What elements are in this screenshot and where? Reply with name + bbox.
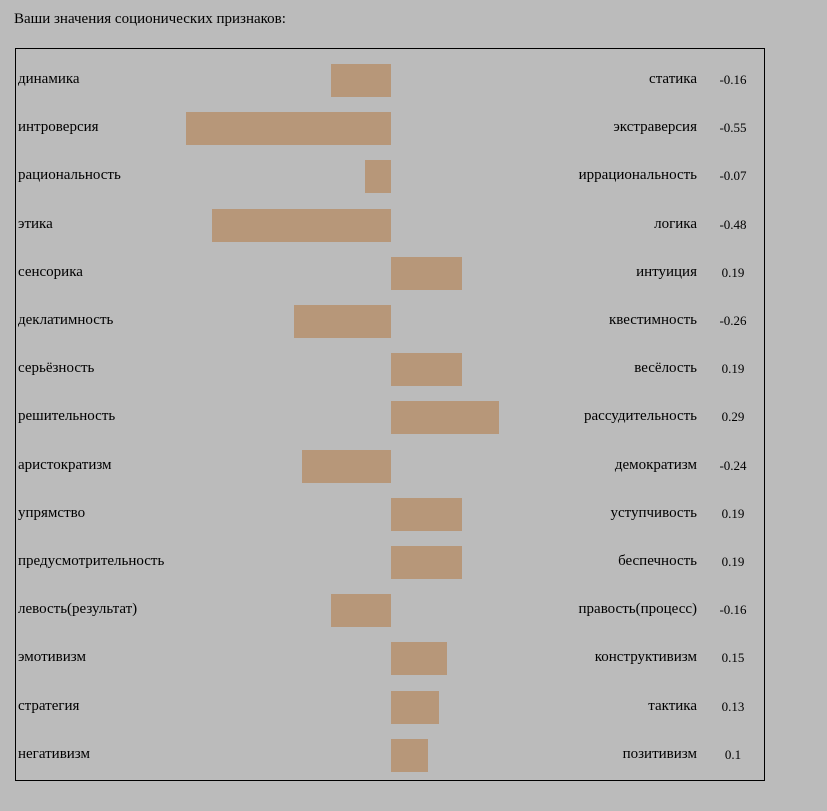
trait-left-label: этика <box>18 215 53 232</box>
trait-left-label: сенсорика <box>18 263 83 280</box>
trait-row: решительность рассудительность 0.29 <box>16 401 764 435</box>
trait-left-label: рациональность <box>18 167 121 184</box>
trait-bar <box>391 353 462 387</box>
trait-row: динамика статика -0.16 <box>16 64 764 98</box>
trait-bar <box>331 594 391 628</box>
trait-right-label: беспечность <box>618 553 697 569</box>
trait-bar <box>391 546 462 579</box>
trait-bar <box>391 738 429 772</box>
trait-row: этика логика -0.48 <box>16 208 764 243</box>
trait-bar <box>301 449 391 483</box>
trait-bar <box>331 64 391 97</box>
trait-bar <box>391 690 440 724</box>
trait-bar <box>391 642 447 676</box>
trait-row: деклатимность квестимность -0.26 <box>16 305 764 339</box>
trait-left-label: негативизм <box>18 745 91 762</box>
trait-value: 0.29 <box>721 409 745 425</box>
trait-value: 0.19 <box>721 264 745 280</box>
trait-right-label: рассудительность <box>584 408 697 425</box>
trait-left-label: решительность <box>18 408 116 425</box>
trait-left-label: предусмотрительность <box>18 553 165 569</box>
trait-right-label: статика <box>649 71 697 87</box>
trait-bar <box>364 160 391 194</box>
trait-right-label: конструктивизм <box>594 649 697 666</box>
trait-value: -0.16 <box>719 602 747 618</box>
trait-right-label: тактика <box>648 697 697 714</box>
trait-left-label: аристократизм <box>18 456 112 473</box>
trait-row: сенсорика интуиция 0.19 <box>16 256 764 291</box>
trait-right-label: квестимность <box>608 312 697 328</box>
trait-bar <box>391 401 500 435</box>
trait-row: серьёзность весёлость 0.19 <box>16 353 764 387</box>
trait-right-label: демократизм <box>614 456 697 473</box>
trait-value: -0.26 <box>719 313 747 328</box>
trait-left-label: левость(результат) <box>18 601 138 618</box>
trait-bar <box>391 256 462 290</box>
trait-right-label: правость(процесс) <box>578 601 697 618</box>
trait-value: 0.1 <box>724 746 742 762</box>
trait-right-label: весёлость <box>634 360 697 377</box>
trait-bar <box>186 112 391 146</box>
trait-value: 0.19 <box>721 505 745 521</box>
trait-right-label: интуиция <box>636 263 697 280</box>
trait-left-label: деклатимность <box>18 312 114 328</box>
trait-row: интроверсия экстраверсия -0.55 <box>16 112 764 146</box>
trait-row: левость(результат) правость(процесс) -0.16 <box>16 594 764 628</box>
trait-value: -0.48 <box>719 216 747 232</box>
trait-row: предусмотрительность беспечность 0.19 <box>16 546 764 580</box>
traits-chart: динамика статика -0.16 интроверсия экстравер… <box>15 48 765 781</box>
trait-value: -0.24 <box>719 457 747 473</box>
page-title: Ваши значения соционических признаков: <box>14 11 286 27</box>
trait-value: -0.16 <box>719 72 747 87</box>
trait-value: 0.19 <box>721 554 745 569</box>
trait-value: -0.55 <box>719 120 747 136</box>
trait-row: негативизм позитивизм 0.1 <box>16 738 764 773</box>
trait-right-label: логика <box>654 215 697 232</box>
trait-row: рациональность иррациональность -0.07 <box>16 160 764 194</box>
trait-value: 0.19 <box>721 361 745 377</box>
trait-left-label: серьёзность <box>18 360 95 377</box>
trait-right-label: позитивизм <box>622 745 697 762</box>
trait-row: упрямство уступчивость 0.19 <box>16 497 764 532</box>
trait-bar <box>391 497 462 531</box>
trait-right-label: уступчивость <box>610 504 697 521</box>
trait-value: 0.15 <box>721 650 745 666</box>
trait-left-label: упрямство <box>18 504 86 521</box>
trait-right-label: экстраверсия <box>613 119 697 136</box>
trait-left-label: динамика <box>18 71 80 87</box>
trait-bar <box>294 305 391 338</box>
trait-row: аристократизм демократизм -0.24 <box>16 449 764 484</box>
trait-row: эмотивизм конструктивизм 0.15 <box>16 642 764 676</box>
trait-left-label: эмотивизм <box>18 649 86 666</box>
trait-value: 0.13 <box>721 698 745 714</box>
trait-left-label: стратегия <box>18 697 80 714</box>
trait-right-label: иррациональность <box>578 167 697 184</box>
trait-row: стратегия тактика 0.13 <box>16 690 764 725</box>
trait-left-label: интроверсия <box>18 119 99 136</box>
trait-value: -0.07 <box>719 168 747 184</box>
trait-bar <box>212 208 391 242</box>
